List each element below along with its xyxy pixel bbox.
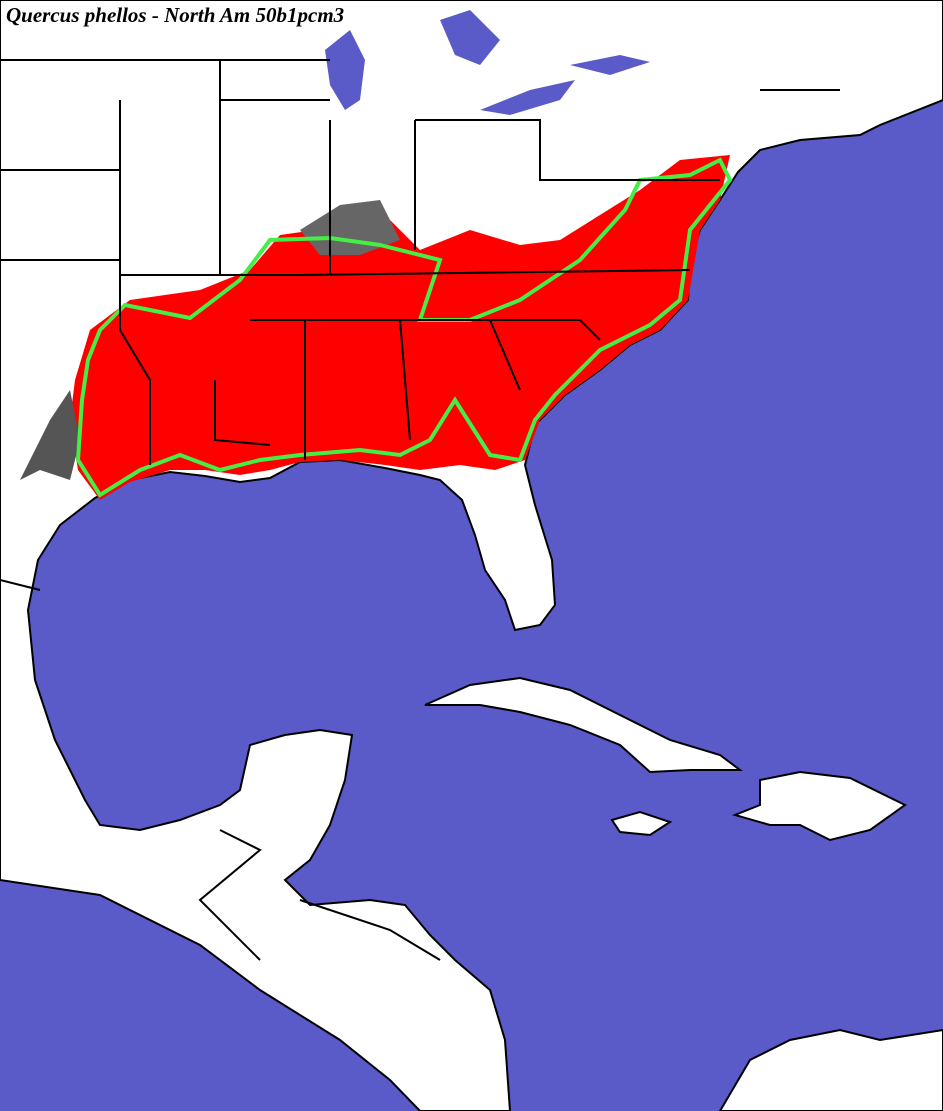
state-borders <box>0 59 840 961</box>
grey-area <box>20 390 80 480</box>
lake-erie <box>480 80 575 115</box>
lake-ontario <box>570 55 650 75</box>
jamaica <box>610 810 673 837</box>
lake-huron <box>440 10 500 65</box>
range-outline-green <box>75 157 733 498</box>
hispaniola <box>731 770 907 842</box>
cuba <box>424 676 743 774</box>
lake-michigan <box>325 30 365 110</box>
central-america-east <box>718 1028 943 1111</box>
grey-area <box>300 200 400 255</box>
map-title: Quercus phellos - North Am 50b1pcm3 <box>6 3 344 27</box>
